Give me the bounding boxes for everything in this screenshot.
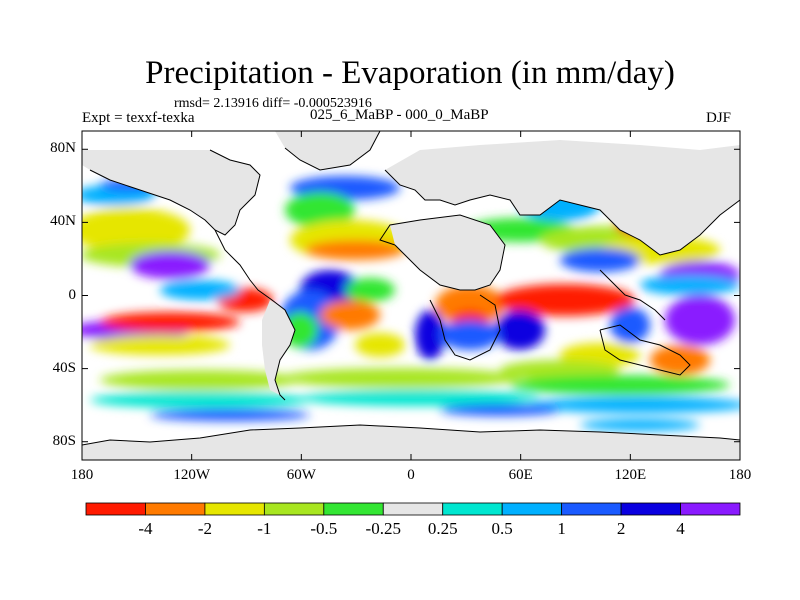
land-north-america xyxy=(82,150,260,235)
colorbar-label: 0.5 xyxy=(491,519,513,538)
field-patch xyxy=(150,409,310,421)
field-patch xyxy=(500,360,620,380)
field-patch xyxy=(160,280,240,300)
x-tick-label: 120E xyxy=(614,467,647,483)
colorbar-label: -1 xyxy=(257,519,272,538)
colorbar-label: 0.25 xyxy=(427,519,458,538)
field-patch xyxy=(580,419,700,431)
field-patch xyxy=(435,285,505,325)
y-tick-label: 0 xyxy=(68,286,77,303)
colorbar-box xyxy=(145,502,206,516)
experiment-label: Expt = texxf-texka xyxy=(82,110,195,126)
field-patch xyxy=(130,251,210,279)
colorbar-label: 2 xyxy=(616,519,626,538)
coastline xyxy=(214,229,296,401)
colorbar-box xyxy=(382,502,444,516)
colorbar-box xyxy=(85,502,146,516)
y-tick-label: 80N xyxy=(50,140,76,157)
x-tick-label: 120W xyxy=(173,467,210,483)
colorbar-box xyxy=(620,502,681,516)
coastline xyxy=(82,424,740,446)
field-patch xyxy=(610,307,650,343)
colorbar-box xyxy=(561,502,622,516)
colorbar-label: -0.25 xyxy=(365,519,401,538)
y-tick-label: 40N xyxy=(50,213,76,230)
colorbar-label: -2 xyxy=(197,519,212,538)
x-tick-label: 180 xyxy=(728,467,752,483)
field-patch xyxy=(440,320,500,350)
field-blobs xyxy=(82,176,740,431)
field-patch xyxy=(355,333,405,357)
axis-ticks xyxy=(81,131,741,460)
stats-text: rmsd= 2.13916 diff= -0.000523916 xyxy=(174,96,372,111)
colorbar-box xyxy=(680,502,741,516)
figure-title: Precipitation - Evaporation (in mm/day) xyxy=(145,55,675,91)
colorbar-label: -0.5 xyxy=(310,519,338,538)
field-patch xyxy=(640,275,740,295)
field-patch xyxy=(82,208,190,252)
field-patch xyxy=(665,295,735,345)
field-patch xyxy=(440,404,560,416)
field-patch xyxy=(90,335,230,355)
x-tick-label: 180 xyxy=(70,467,94,483)
field-patch xyxy=(100,370,300,390)
y-tick-label: 40S xyxy=(52,359,76,376)
field-patch xyxy=(305,240,405,260)
colorbar-label: 4 xyxy=(676,519,685,538)
land-eurasia xyxy=(385,140,740,255)
colorbar-label: -4 xyxy=(138,519,153,538)
coastline xyxy=(384,169,740,256)
y-tick-label: 80S xyxy=(52,432,76,449)
coastline xyxy=(429,294,501,361)
land-south-america xyxy=(262,300,295,395)
field-patch xyxy=(530,397,740,413)
field-patch xyxy=(285,192,355,228)
x-tick-label: 60E xyxy=(508,467,533,483)
coastline xyxy=(89,149,261,236)
coastlines xyxy=(82,131,740,446)
field-patch xyxy=(510,375,730,395)
land-areas xyxy=(82,131,740,460)
coastline xyxy=(284,131,381,171)
field-patch xyxy=(320,300,380,330)
land-antarctica xyxy=(82,425,740,460)
colorbar-box xyxy=(501,502,563,516)
field-patch xyxy=(300,390,540,406)
field-patch xyxy=(650,345,710,375)
coastline xyxy=(599,324,691,376)
land-africa xyxy=(390,215,505,290)
x-tick-label: 0 xyxy=(407,467,415,483)
field-patch xyxy=(495,284,635,316)
season-label: DJF xyxy=(706,110,732,126)
field-patch xyxy=(560,248,640,272)
coastline xyxy=(599,269,666,321)
colorbar-box xyxy=(263,502,325,516)
field-patch xyxy=(415,310,445,360)
field-patch xyxy=(90,392,310,408)
field-patch xyxy=(495,310,545,350)
colorbar-box xyxy=(323,502,384,516)
colorbar-box xyxy=(442,502,503,516)
field-patch xyxy=(280,368,520,388)
colorbar-box xyxy=(204,502,265,516)
field-patch xyxy=(345,278,395,302)
colorbar-label: 1 xyxy=(557,519,566,538)
x-tick-label: 60W xyxy=(286,467,316,483)
coastline xyxy=(379,214,506,291)
comparison-subtitle: 025_6_MaBP - 000_0_MaBP xyxy=(310,107,489,123)
field-patch xyxy=(100,312,240,332)
